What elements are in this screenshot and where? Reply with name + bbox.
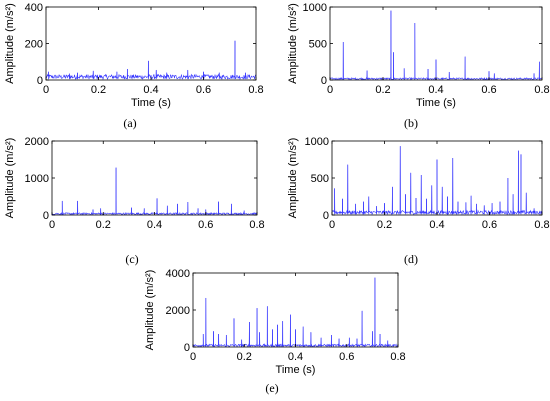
y-tick-label: 400 xyxy=(25,2,43,14)
y-axis-label: Amplitude (m/s²) xyxy=(4,3,16,84)
x-tick-label: 0.6 xyxy=(339,351,354,363)
x-tick-label: 0.6 xyxy=(198,219,213,231)
y-tick-label: 200 xyxy=(25,39,43,51)
x-tick-label: 0.8 xyxy=(248,84,263,96)
y-axis-label: Amplitude (m/s²) xyxy=(4,138,16,219)
x-tick-label: 0.2 xyxy=(377,219,392,231)
series-line xyxy=(45,40,257,81)
panel-label: (a) xyxy=(123,116,136,130)
y-tick-label: 1000 xyxy=(303,2,327,14)
x-axis-label: Time (s) xyxy=(276,364,316,376)
x-tick-label: 0.4 xyxy=(288,351,303,363)
y-tick-label: 500 xyxy=(309,39,327,51)
x-tick-label: 0.8 xyxy=(534,84,549,96)
y-tick-label: 1000 xyxy=(25,173,49,185)
subplot-d: 0 0.2 0.4 0.6 0.8 0 500 1000 Amplitude (m/s²) (d) xyxy=(287,136,550,266)
x-axis-label: Time (s) xyxy=(416,97,456,109)
y-tick-label: 0 xyxy=(323,210,329,222)
panel-label: (c) xyxy=(125,252,138,266)
y-axis-label: Amplitude (m/s²) xyxy=(287,3,299,84)
y-tick-label: 0 xyxy=(37,75,43,87)
x-tick-label: 0.4 xyxy=(428,84,443,96)
y-tick-label: 0 xyxy=(321,75,327,87)
panel-label: (b) xyxy=(404,116,418,130)
x-tick-label: 0.2 xyxy=(237,351,252,363)
y-tick-label: 1000 xyxy=(305,136,329,148)
subplot-c: 0 0.2 0.4 0.6 0.8 0 1000 2000 Amplitude (m/s²) (c… xyxy=(4,136,265,266)
x-tick-label: 0.6 xyxy=(482,219,497,231)
x-tick-label: 0 xyxy=(329,219,335,231)
subplot-a: 0 0.2 0.4 0.6 0.8 0 200 400 Amplitude (m/s²) Time… xyxy=(4,2,264,130)
y-axis-label: Amplitude (m/s²) xyxy=(287,138,299,219)
x-tick-label: 0 xyxy=(43,84,49,96)
x-tick-label: 0.4 xyxy=(143,84,158,96)
x-tick-label: 0.2 xyxy=(96,219,111,231)
x-tick-label: 0.2 xyxy=(91,84,106,96)
y-tick-label: 2000 xyxy=(25,136,49,148)
x-tick-label: 0 xyxy=(190,351,196,363)
x-tick-label: 0.8 xyxy=(249,219,264,231)
x-tick-label: 0.8 xyxy=(534,219,549,231)
y-tick-label: 2000 xyxy=(166,305,190,317)
x-tick-label: 0 xyxy=(49,219,55,231)
x-tick-label: 0 xyxy=(327,84,333,96)
subplot-b: 0 0.2 0.4 0.6 0.8 0 500 1000 Amplitude (m/s²) Tim… xyxy=(287,2,550,130)
x-tick-label: 0.4 xyxy=(429,219,444,231)
x-tick-label: 0.6 xyxy=(196,84,211,96)
subplot-e: 0 0.2 0.4 0.6 0.8 0 2000 4000 Amplitude (m/s²) Ti… xyxy=(144,268,406,395)
y-tick-label: 500 xyxy=(311,173,329,185)
x-tick-label: 0.4 xyxy=(147,219,162,231)
plot-frame xyxy=(51,140,258,216)
x-tick-label: 0.6 xyxy=(481,84,496,96)
x-axis-label: Time (s) xyxy=(131,97,171,109)
y-tick-label: 4000 xyxy=(166,268,190,280)
y-tick-label: 0 xyxy=(43,210,49,222)
x-tick-label: 0.8 xyxy=(390,351,405,363)
y-axis-label: Amplitude (m/s²) xyxy=(144,270,156,351)
panel-label: (e) xyxy=(265,381,278,395)
x-tick-label: 0.2 xyxy=(375,84,390,96)
panel-label: (d) xyxy=(404,252,418,266)
y-tick-label: 0 xyxy=(184,342,190,354)
plot-frame xyxy=(45,6,257,81)
series-line xyxy=(192,277,399,348)
series-line xyxy=(51,167,258,216)
